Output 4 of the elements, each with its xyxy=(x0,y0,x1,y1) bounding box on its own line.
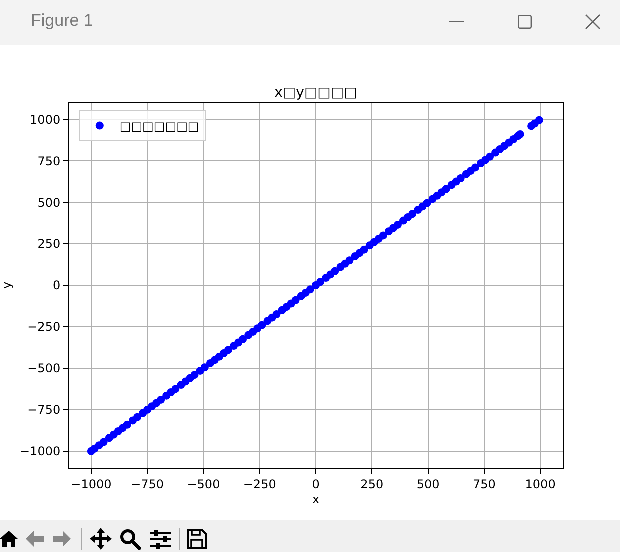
x-tick-label: 500 xyxy=(416,477,440,492)
x-tick-label: 750 xyxy=(472,477,496,492)
x-tick-label: 250 xyxy=(360,477,384,492)
x-tick-label: 1000 xyxy=(525,477,556,492)
